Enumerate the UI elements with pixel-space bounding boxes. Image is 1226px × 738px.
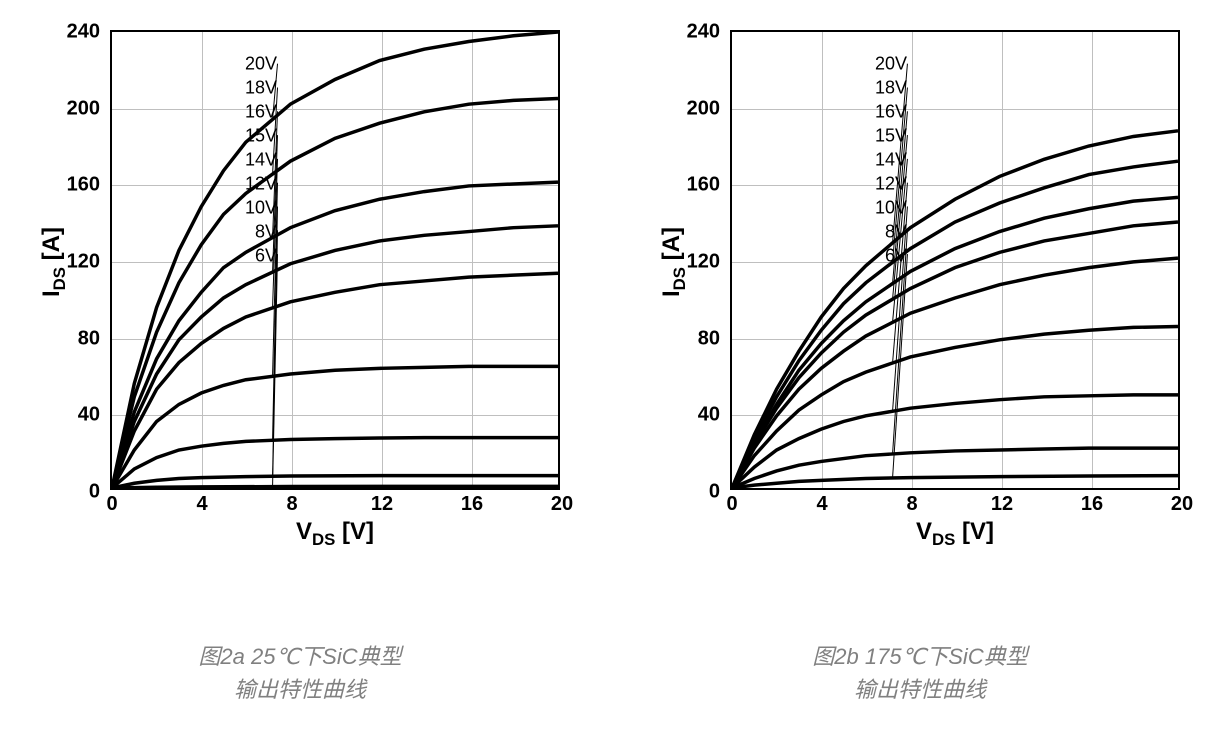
- plot-area: 04812162004080120160200240VDS [V]IDS [A]…: [730, 30, 1180, 490]
- y-tick: 160: [67, 174, 100, 197]
- curve-20V: [112, 32, 558, 488]
- curve-20V: [732, 131, 1178, 488]
- series-label: 15V: [245, 126, 277, 147]
- curve-16V: [732, 197, 1178, 488]
- y-tick: 80: [698, 327, 720, 350]
- caption-line1: 图2a 25℃下SiC典型: [198, 644, 401, 669]
- y-tick: 200: [687, 97, 720, 120]
- x-axis-label: VDS [V]: [296, 518, 374, 550]
- series-label: 18V: [245, 78, 277, 99]
- chart-caption: 图2a 25℃下SiC典型输出特性曲线: [20, 640, 580, 706]
- y-tick: 200: [67, 97, 100, 120]
- x-tick: 0: [726, 493, 737, 516]
- x-tick: 0: [106, 493, 117, 516]
- y-axis-label: IDS [A]: [38, 227, 70, 297]
- page: 04812162004080120160200240VDS [V]IDS [A]…: [0, 0, 1226, 738]
- series-label: 16V: [875, 102, 907, 123]
- curve-6V: [112, 486, 558, 488]
- series-label: 20V: [875, 54, 907, 75]
- y-tick: 0: [89, 481, 100, 504]
- y-tick: 160: [687, 174, 720, 197]
- series-label: 10V: [245, 198, 277, 219]
- y-tick: 120: [67, 251, 100, 274]
- x-tick: 16: [461, 493, 483, 516]
- series-label: 6V: [255, 246, 277, 267]
- y-tick: 40: [78, 404, 100, 427]
- series-label: 18V: [875, 78, 907, 99]
- series-label: 6V: [885, 246, 907, 267]
- chart-panel-b: 04812162004080120160200240VDS [V]IDS [A]…: [640, 20, 1200, 620]
- series-label: 20V: [245, 54, 277, 75]
- x-tick: 16: [1081, 493, 1103, 516]
- curves-svg: [732, 32, 1178, 488]
- caption-line1: 图2b 175℃下SiC典型: [812, 644, 1027, 669]
- chart-panel-a: 04812162004080120160200240VDS [V]IDS [A]…: [20, 20, 580, 620]
- plot-area: 04812162004080120160200240VDS [V]IDS [A]…: [110, 30, 560, 490]
- y-tick: 120: [687, 251, 720, 274]
- x-tick: 12: [371, 493, 393, 516]
- series-label: 15V: [875, 126, 907, 147]
- caption-line2: 输出特性曲线: [234, 677, 366, 702]
- caption-line2: 输出特性曲线: [854, 677, 986, 702]
- x-tick: 4: [816, 493, 827, 516]
- chart-caption: 图2b 175℃下SiC典型输出特性曲线: [640, 640, 1200, 706]
- y-tick: 40: [698, 404, 720, 427]
- series-label: 12V: [245, 174, 277, 195]
- y-tick: 240: [67, 21, 100, 44]
- y-tick: 240: [687, 21, 720, 44]
- x-tick: 8: [906, 493, 917, 516]
- series-label: 14V: [245, 150, 277, 171]
- series-label: 8V: [885, 222, 907, 243]
- series-label: 8V: [255, 222, 277, 243]
- leader-line: [893, 254, 908, 478]
- x-tick: 20: [1171, 493, 1193, 516]
- y-axis-label: IDS [A]: [658, 227, 690, 297]
- curve-6V: [732, 476, 1178, 488]
- x-tick: 8: [286, 493, 297, 516]
- x-tick: 4: [196, 493, 207, 516]
- series-label: 12V: [875, 174, 907, 195]
- x-axis-label: VDS [V]: [916, 518, 994, 550]
- curve-14V: [112, 273, 558, 488]
- y-tick: 80: [78, 327, 100, 350]
- series-label: 16V: [245, 102, 277, 123]
- curves-svg: [112, 32, 558, 488]
- series-label: 10V: [875, 198, 907, 219]
- x-tick: 20: [551, 493, 573, 516]
- series-label: 14V: [875, 150, 907, 171]
- y-tick: 0: [709, 481, 720, 504]
- x-tick: 12: [991, 493, 1013, 516]
- curve-12V: [112, 366, 558, 488]
- curve-10V: [112, 438, 558, 488]
